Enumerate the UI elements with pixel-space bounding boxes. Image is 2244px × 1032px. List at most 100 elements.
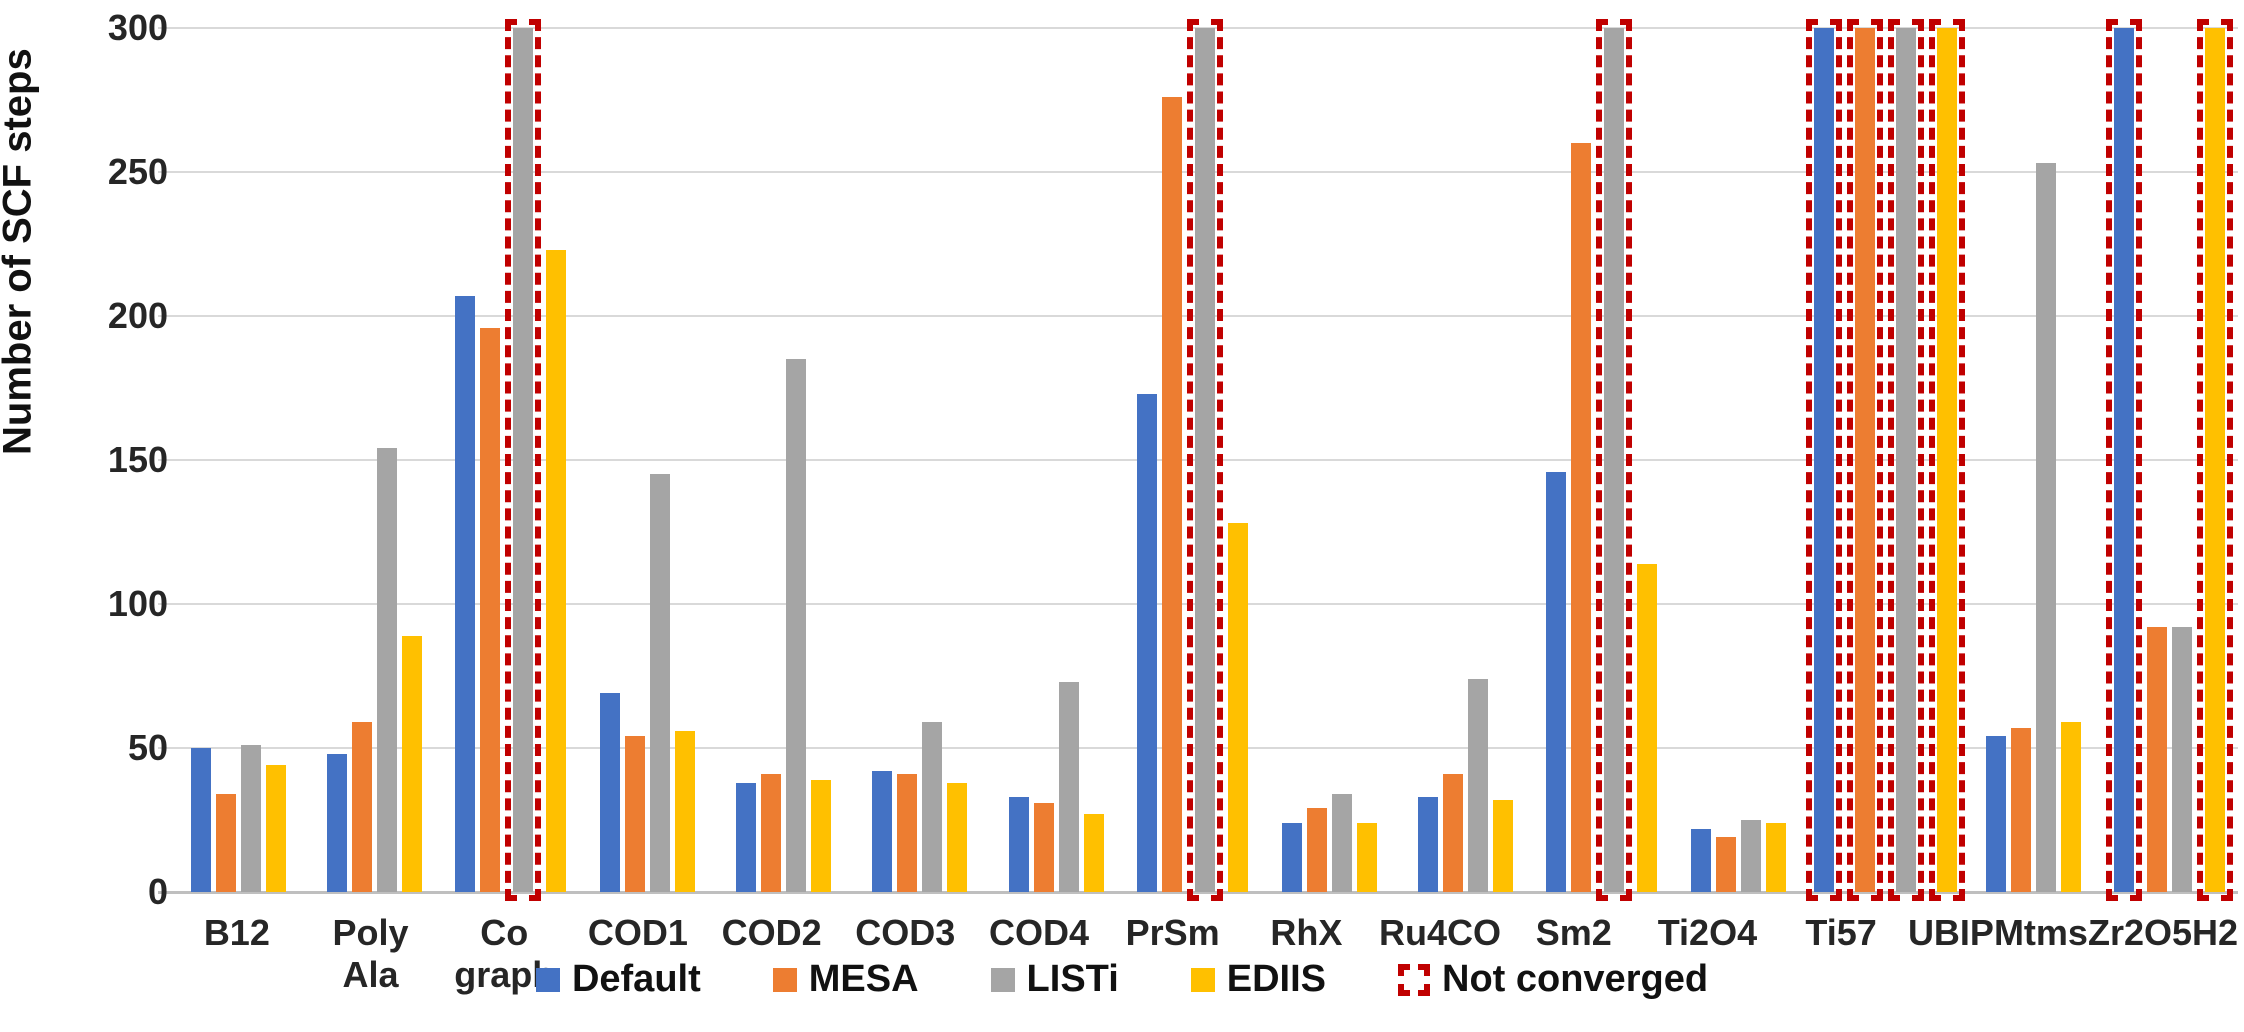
bar-default-co-graph	[455, 296, 476, 892]
bar-mesa-b12	[215, 794, 236, 892]
legend-item-ediis: EDIIS	[1190, 958, 1326, 1001]
bar-mesa-sm2	[1571, 143, 1592, 892]
bar-mesa-prsm	[1162, 97, 1183, 892]
bar-mesa-ru4co	[1442, 774, 1463, 892]
x-label-rhx: RhX	[1270, 912, 1343, 953]
bar-mesa-cod4	[1033, 803, 1054, 892]
legend-swatch-not-converged	[1398, 963, 1430, 996]
y-tick-50: 50	[127, 727, 168, 768]
bar-ediis-co-graph	[546, 250, 567, 892]
legend-label: MESA	[808, 958, 919, 1000]
bar-mesa-zr2o5h2	[2147, 627, 2168, 892]
bar-ediis-ti2o4	[1765, 823, 1786, 892]
bar-ediis-cod2	[811, 780, 832, 892]
bar-group-ubipmtms	[1965, 28, 2101, 892]
x-label-cod1: COD1	[587, 912, 688, 953]
legend-label: EDIIS	[1226, 958, 1326, 1000]
bar-ediis-b12	[265, 765, 286, 892]
not-converged-outline	[1596, 19, 1633, 901]
not-converged-outline	[1847, 19, 1884, 901]
bar-mesa-co-graph	[480, 328, 501, 892]
bar-listi-prsm	[1195, 28, 1216, 892]
x-label-prsm: PrSm	[1125, 912, 1220, 953]
legend-item-listi: LISTi	[990, 958, 1119, 1001]
not-converged-outline	[505, 19, 542, 901]
x-label-poly-ala: Poly Ala	[332, 912, 409, 995]
legend-swatch-ediis	[1190, 967, 1215, 992]
y-tick-0: 0	[147, 871, 168, 912]
bar-group-cod2	[715, 28, 851, 892]
bar-mesa-cod1	[624, 736, 645, 892]
bar-mesa-ti57	[1855, 28, 1876, 892]
bar-mesa-poly-ala	[352, 722, 373, 892]
legend-swatch-default	[535, 967, 560, 992]
x-label-cod4: COD4	[988, 912, 1089, 953]
bar-group-ti57	[1806, 19, 1966, 901]
not-converged-outline	[1929, 19, 1966, 901]
gridline-y-0	[158, 891, 2238, 894]
not-converged-outline	[2106, 19, 2143, 901]
bar-ediis-cod4	[1083, 814, 1104, 892]
not-converged-outline	[1806, 19, 1843, 901]
x-label-sm2: Sm2	[1535, 912, 1612, 953]
bar-ediis-prsm	[1228, 523, 1249, 892]
x-label-cod3: COD3	[855, 912, 956, 953]
bar-listi-ti57	[1896, 28, 1917, 892]
legend-item-default: Default	[535, 958, 701, 1001]
bar-mesa-rhx	[1306, 808, 1327, 892]
legend-item-not-converged: Not converged	[1398, 958, 1708, 1001]
bar-ediis-ti57	[1937, 28, 1958, 892]
bar-default-poly-ala	[327, 754, 348, 892]
bar-mesa-cod3	[897, 774, 918, 892]
bar-ediis-rhx	[1356, 823, 1377, 892]
legend-item-mesa: MESA	[772, 958, 919, 1001]
bar-mesa-ubipmtms	[2010, 728, 2031, 892]
bar-group-cod1	[579, 28, 715, 892]
bar-ediis-ubipmtms	[2060, 722, 2081, 892]
y-tick-200: 200	[107, 295, 168, 336]
legend-label: LISTi	[1026, 958, 1119, 1000]
bar-default-ti57	[1814, 28, 1835, 892]
bar-listi-poly-ala	[377, 448, 398, 892]
y-tick-100: 100	[107, 583, 168, 624]
bar-default-ti2o4	[1690, 829, 1711, 892]
bar-listi-co-graph	[513, 28, 534, 892]
bar-ediis-sm2	[1637, 564, 1658, 892]
bar-group-prsm	[1125, 19, 1261, 901]
x-label-b12: B12	[203, 912, 270, 953]
bar-default-cod4	[1008, 797, 1029, 892]
bar-ediis-cod3	[947, 783, 968, 892]
bar-group-ti2o4	[1670, 28, 1806, 892]
x-axis-category-labels: B12 Poly Ala Co graph COD1 COD2 COD3 COD4 PrSm R…	[170, 912, 2238, 996]
y-tick-250: 250	[107, 151, 168, 192]
bar-ediis-ru4co	[1492, 800, 1513, 892]
bar-group-rhx	[1261, 28, 1397, 892]
bar-mesa-cod2	[761, 774, 782, 892]
bar-listi-cod2	[786, 359, 807, 892]
y-axis-title: Number of SCF steps	[0, 48, 40, 455]
bar-group-cod3	[852, 28, 988, 892]
bar-default-sm2	[1546, 472, 1567, 892]
x-label-ti2o4: Ti2O4	[1657, 912, 1758, 953]
legend-label: Default	[571, 958, 701, 1000]
bar-default-prsm	[1137, 394, 1158, 892]
bar-default-cod2	[736, 783, 757, 892]
bar-listi-sm2	[1604, 28, 1625, 892]
bar-group-b12	[170, 28, 306, 892]
bar-listi-ubipmtms	[2035, 163, 2056, 892]
bar-mesa-ti2o4	[1715, 837, 1736, 892]
plot-area	[158, 19, 2238, 901]
not-converged-outline	[1187, 19, 1224, 901]
y-tick-300: 300	[107, 7, 168, 48]
bar-default-ru4co	[1417, 797, 1438, 892]
bar-default-rhx	[1281, 823, 1302, 892]
bar-ediis-cod1	[674, 731, 695, 892]
legend-label: Not converged	[1442, 958, 1709, 1000]
bar-listi-rhx	[1331, 794, 1352, 892]
x-label-ti57: Ti57	[1805, 912, 1877, 953]
y-tick-150: 150	[107, 439, 168, 480]
bar-default-cod1	[599, 693, 620, 892]
chart-legend: Default MESA LISTi EDIIS Not converged	[0, 958, 2244, 1001]
x-label-cod2: COD2	[721, 912, 822, 953]
not-converged-outline	[1888, 19, 1925, 901]
